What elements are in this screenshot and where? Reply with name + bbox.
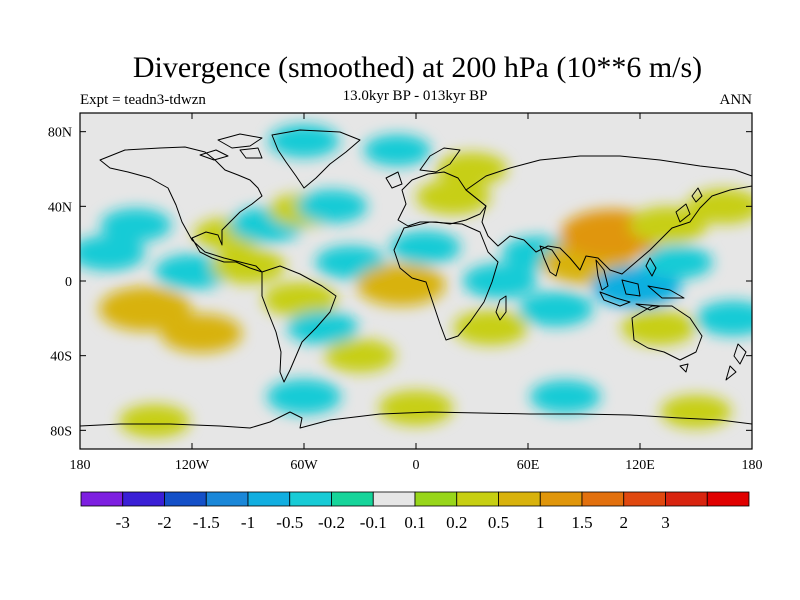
- colorbar: -3 -2 -1.5 -1 -0.5 -0.2 -0.1 0.1 0.2 0.5 1 1.5 2 3: [80, 491, 750, 532]
- plot-title: Divergence (smoothed) at 200 hPa (10**6 …: [132, 51, 703, 84]
- field-cell: [621, 310, 696, 346]
- field-cell: [660, 394, 732, 429]
- coast-malay: [595, 259, 609, 291]
- colorbar-swatch: [205, 491, 249, 507]
- coast-india: [539, 245, 561, 277]
- colorbar-swatch: [372, 491, 416, 507]
- colorbar-swatch: [706, 491, 750, 507]
- lon-tick-label: 180: [742, 458, 763, 473]
- field-cell: [210, 248, 286, 284]
- field-cell: [99, 286, 192, 332]
- coast-scandinavia: [419, 147, 461, 173]
- field-cell: [696, 300, 752, 336]
- lon-tick-label: 0: [413, 458, 420, 473]
- lon-tick-label: 60E: [517, 458, 540, 473]
- coast-asia: [465, 155, 752, 275]
- colorbar-label: 2: [620, 513, 629, 532]
- lon-tick-label: 180: [70, 458, 91, 473]
- colorbar-label: 0.5: [488, 513, 509, 532]
- coast-north-america: [99, 146, 263, 273]
- colorbar-label: 1.5: [571, 513, 592, 532]
- field-cell: [119, 404, 191, 438]
- colorbar-swatch: [539, 491, 583, 507]
- experiment-label: Expt = teadn3-tdwzn: [80, 92, 206, 108]
- coast-arctic-islands: [199, 133, 263, 161]
- field-cell: [363, 134, 431, 167]
- coast-antarctica: [80, 411, 752, 429]
- colorbar-swatch: [665, 491, 708, 507]
- colorbar-swatch: [122, 491, 165, 507]
- colorbar-swatch: [581, 491, 625, 507]
- colorbar-label: 0.1: [404, 513, 425, 532]
- divergence-field: [80, 124, 752, 438]
- colorbar-label: 3: [661, 513, 670, 532]
- colorbar-label: -0.2: [318, 513, 345, 532]
- colorbar-label: -0.1: [360, 513, 387, 532]
- coast-australia: [631, 305, 703, 373]
- field-cell: [154, 254, 230, 290]
- field-cell: [287, 310, 359, 345]
- field-cell: [518, 291, 594, 327]
- coastlines: [80, 129, 752, 429]
- field-cell: [529, 380, 601, 414]
- field-cell: [436, 152, 508, 186]
- coast-madagascar: [495, 295, 507, 321]
- coast-indonesia: [599, 257, 685, 311]
- axis-ticks: 80N 40N 0 40S 80S 180 120W 60W 0 60E 120E 180: [48, 113, 763, 473]
- field-cell: [462, 263, 538, 299]
- colorbar-label: 0.2: [446, 513, 467, 532]
- coast-africa: [393, 221, 499, 341]
- colorbar-swatch: [331, 491, 374, 507]
- plot-subtitle: 13.0kyr BP - 013kyr BP: [342, 88, 488, 104]
- colorbar-label: -2: [157, 513, 171, 532]
- colorbar-label: 1: [536, 513, 545, 532]
- field-cell: [416, 179, 491, 215]
- colorbar-label: -0.5: [276, 513, 303, 532]
- lon-tick-label: 120E: [625, 458, 655, 473]
- field-cell: [389, 230, 461, 265]
- field-cell: [266, 379, 342, 415]
- lat-tick-label: 80S: [50, 424, 72, 439]
- colorbar-label: -1: [241, 513, 255, 532]
- field-cell: [160, 313, 243, 353]
- field-cell: [296, 189, 368, 224]
- field-cell: [686, 188, 752, 224]
- colorbar-label: -3: [116, 513, 130, 532]
- lat-tick-label: 80N: [48, 126, 72, 141]
- field-cell: [641, 245, 713, 280]
- coast-south-america: [261, 265, 337, 383]
- field-cell: [356, 263, 446, 306]
- field-cell: [378, 390, 454, 426]
- lat-tick-label: 0: [65, 275, 72, 290]
- map-panel: 80N 40N 0 40S 80S 180 120W 60W 0 60E 120E 180: [48, 112, 763, 473]
- colorbar-swatch: [164, 491, 207, 507]
- field-cell: [100, 208, 172, 242]
- coast-new-zealand: [725, 343, 747, 381]
- field-cell: [263, 282, 338, 318]
- colorbar-swatch: [414, 491, 458, 507]
- coast-greenland: [271, 129, 361, 189]
- colorbar-label: -1.5: [193, 513, 220, 532]
- colorbar-swatch: [623, 491, 666, 507]
- colorbar-swatch: [456, 491, 499, 507]
- field-cell: [324, 338, 396, 373]
- season-label: ANN: [719, 92, 753, 108]
- colorbar-swatch: [498, 491, 541, 507]
- lon-tick-label: 120W: [175, 458, 210, 473]
- lon-tick-label: 60W: [290, 458, 318, 473]
- coast-japan: [675, 187, 703, 223]
- colorbar-swatch: [289, 491, 332, 507]
- colorbar-swatch: [80, 491, 124, 507]
- lat-tick-label: 40N: [48, 200, 72, 215]
- lat-tick-label: 40S: [50, 350, 72, 365]
- field-cell: [80, 235, 146, 271]
- colorbar-swatch: [247, 491, 291, 507]
